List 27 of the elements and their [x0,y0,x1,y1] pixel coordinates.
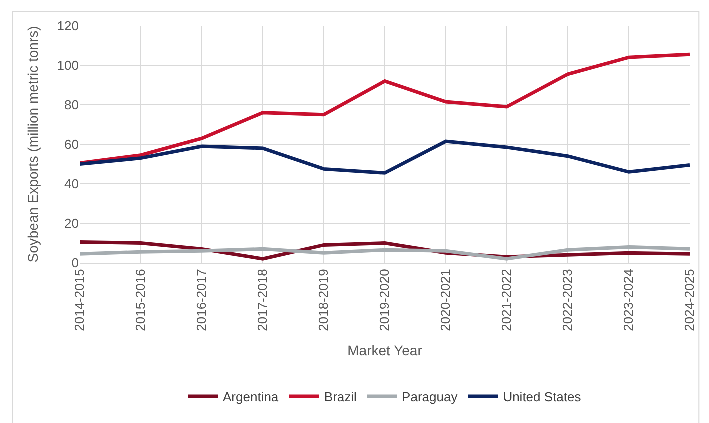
line-series [80,140,690,175]
x-axis-title: Market Year [348,342,423,359]
x-tick-label: 2019-2020 [377,269,392,332]
x-tick-label: 2015-2016 [133,269,148,332]
x-tick-label: 2024-2025 [682,269,698,332]
line-series [80,52,690,166]
y-tick-label: 120 [57,18,79,34]
x-tick-label: 2023-2024 [621,269,636,332]
x-tick-label: 2020-2021 [438,269,454,332]
legend-label: Paraguay [402,390,458,405]
y-tick-label: 40 [64,176,79,192]
legend-label: Argentina [223,390,280,405]
y-tick-label: 20 [64,216,79,232]
x-tick-label: 2014-2015 [72,269,88,332]
legend-label: Brazil [324,390,358,405]
x-tick-label: 2022-2023 [560,269,576,332]
x-tick-label: 2017-2018 [255,269,270,332]
legend-label: United States [503,390,582,405]
y-tick-label: 100 [57,58,79,74]
y-axis-title: Soybean Exports (million metric tonrs) [24,26,41,263]
y-tick-label: 60 [64,137,79,152]
x-tick-label: 2021-2022 [499,269,514,332]
y-tick-label: 0 [72,256,79,271]
x-tick-label: 2018-2019 [316,269,332,332]
x-tick-label: 2016-2017 [194,269,210,332]
line-series [80,245,690,261]
y-tick-label: 80 [64,98,79,113]
